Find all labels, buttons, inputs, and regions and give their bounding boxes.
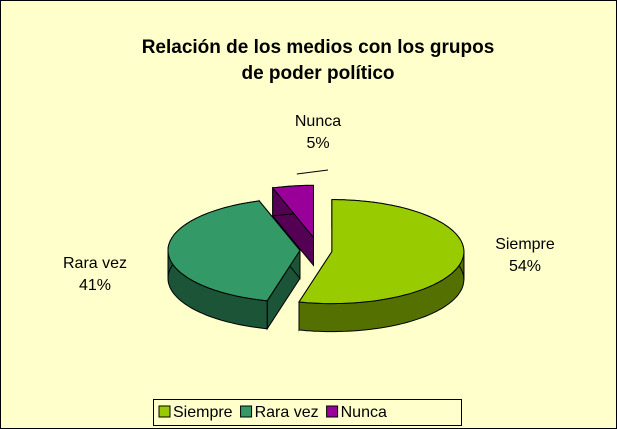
pie bbox=[167, 184, 465, 333]
slice bbox=[298, 199, 465, 305]
legend-swatch bbox=[158, 405, 171, 418]
data-label-value: 5% bbox=[306, 135, 329, 152]
leader-line bbox=[296, 169, 329, 175]
chart-title: Relación de los medios con los grupos bbox=[142, 37, 495, 58]
legend-label: Rara vez bbox=[255, 404, 319, 421]
legend-swatch bbox=[326, 405, 339, 418]
data-label-value: 54% bbox=[509, 258, 541, 275]
legend-box bbox=[153, 399, 462, 426]
legend-swatch bbox=[240, 405, 253, 418]
chart-title: de poder político bbox=[241, 63, 394, 84]
legend: Siempre Rara vez Nunca bbox=[158, 404, 387, 421]
labels: Siempre 54% Rara vez 41% Nunca 5% bbox=[63, 113, 555, 294]
data-label-category: Siempre bbox=[495, 236, 555, 253]
legend-label: Nunca bbox=[341, 404, 387, 421]
slice bbox=[271, 184, 314, 239]
data-label-category: Rara vez bbox=[63, 255, 127, 272]
data-label-category: Nunca bbox=[295, 113, 341, 130]
slice bbox=[167, 200, 301, 302]
data-label-value: 41% bbox=[79, 277, 111, 294]
legend-label: Siempre bbox=[173, 404, 233, 421]
